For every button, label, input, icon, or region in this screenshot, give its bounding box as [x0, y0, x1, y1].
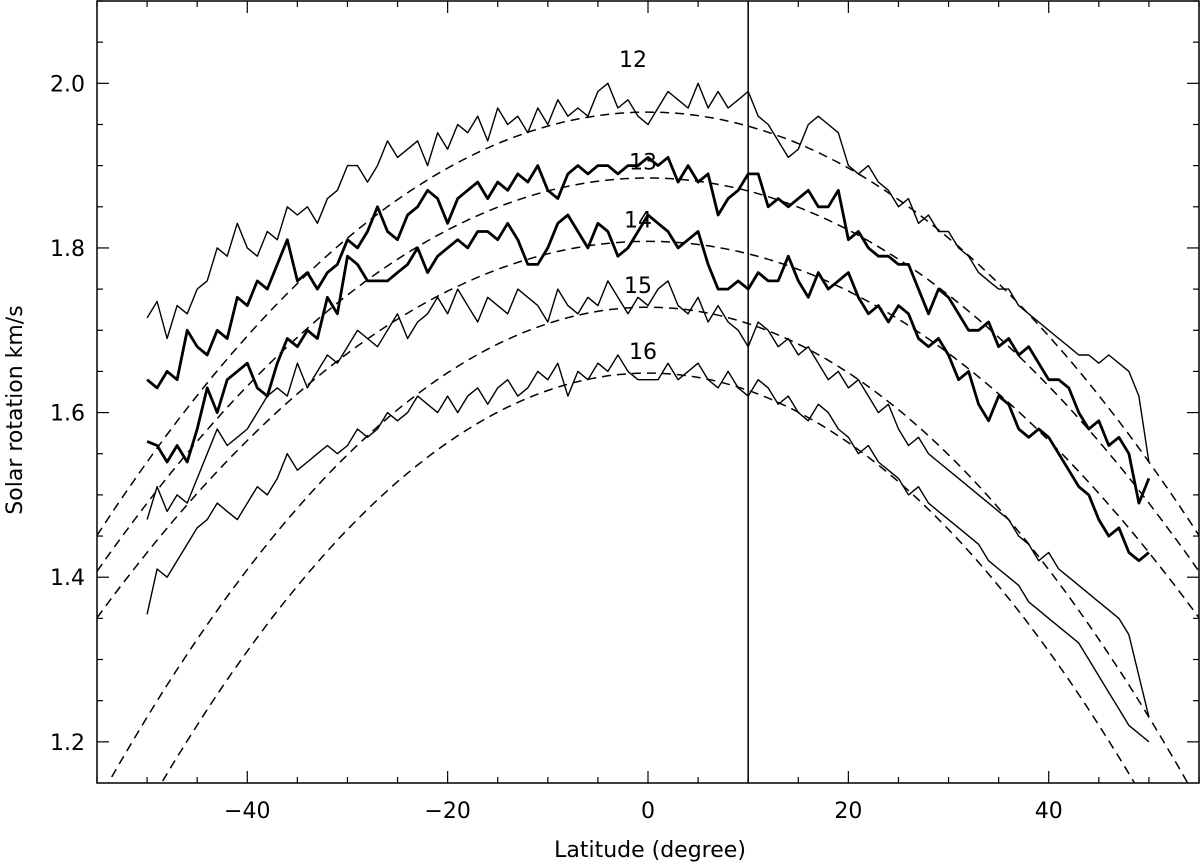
- axes: −40 −20 0 20 40 1.2 1.4 1.6 1.8 2.0: [50, 0, 1200, 824]
- fit-curve-15: [107, 306, 1189, 783]
- x-tick-label: 0: [641, 799, 655, 824]
- data-line-13: [146, 155, 1151, 505]
- fit-curve-14: [97, 240, 1199, 619]
- series-label-15: 15: [624, 274, 652, 299]
- x-tick-label: −20: [424, 799, 470, 824]
- x-axis-title: Latitude (degree): [554, 838, 746, 863]
- series-label-14: 14: [624, 208, 652, 233]
- data-line-14: [146, 213, 1150, 563]
- x-tick-label: −40: [224, 799, 270, 824]
- y-tick-label: 1.2: [50, 731, 85, 756]
- fit-curve-13: [97, 177, 1199, 572]
- fit-curve-16: [160, 372, 1136, 783]
- series-label-13: 13: [629, 151, 657, 176]
- data-line-15: [146, 280, 1150, 718]
- y-tick-label: 1.4: [50, 566, 85, 591]
- y-axis-title: Solar rotation km/s: [3, 305, 28, 514]
- series-label-16: 16: [629, 340, 657, 365]
- series-group: [97, 1, 1199, 783]
- y-tick-label: 1.6: [50, 402, 85, 427]
- series-label-12: 12: [619, 48, 647, 73]
- y-tick-label: 1.8: [50, 237, 85, 262]
- y-tick-label: 2.0: [50, 72, 85, 97]
- plot-area: 12 13 14 15 16: [97, 1, 1199, 783]
- x-tick-label: 40: [1035, 799, 1063, 824]
- data-line-16: [146, 354, 1150, 743]
- x-tick-label: 20: [834, 799, 862, 824]
- data-line-12: [146, 82, 1150, 463]
